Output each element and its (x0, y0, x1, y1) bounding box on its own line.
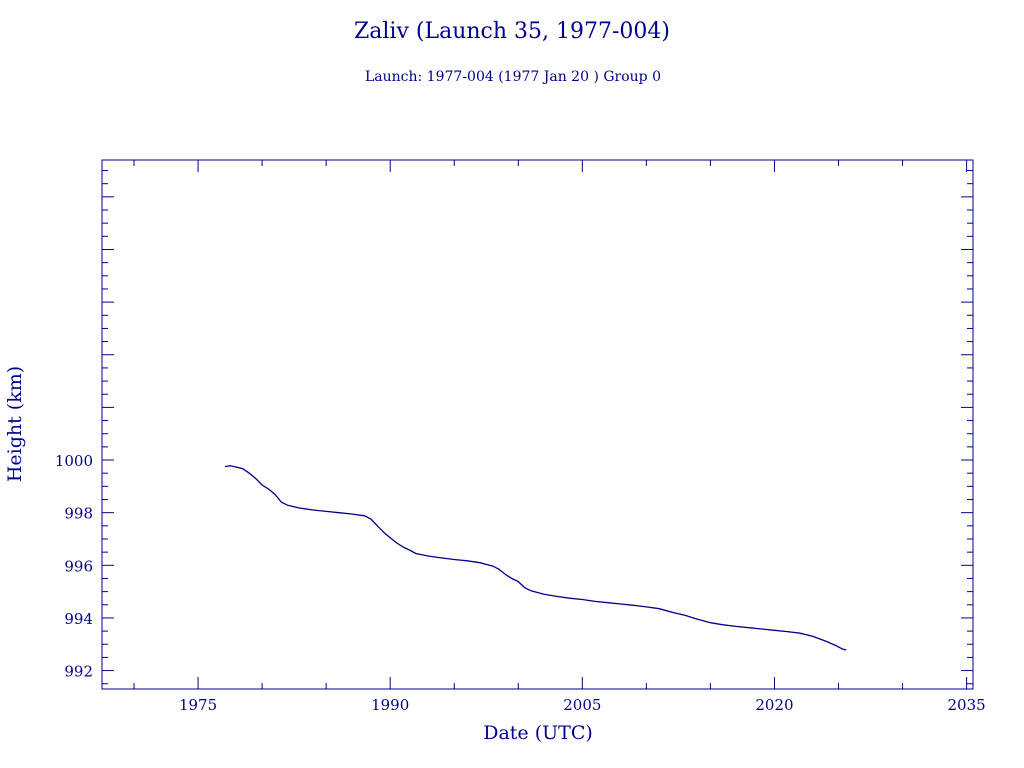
y-tick-label: 994 (64, 610, 93, 628)
y-axis-label: Height (km) (4, 366, 26, 482)
x-tick-label: 2005 (563, 696, 601, 714)
chart-title: Zaliv (Launch 35, 1977-004) (354, 19, 670, 44)
y-tick-label: 996 (64, 557, 93, 575)
x-tick-label: 2035 (948, 696, 986, 714)
height-series-line (224, 465, 847, 651)
tick-labels: 1975 1990 2005 2020 2035 992 994 996 998 1000 (55, 452, 986, 714)
data-series (224, 465, 847, 651)
axis-ticks (102, 160, 973, 689)
y-tick-label: 998 (64, 505, 93, 523)
x-tick-label: 2020 (755, 696, 793, 714)
plot-frame (101, 159, 974, 690)
x-axis-label: Date (UTC) (483, 722, 593, 744)
chart-subtitle: Launch: 1977-004 (1977 Jan 20 ) Group 0 (365, 69, 661, 85)
x-tick-label: 1990 (371, 696, 409, 714)
y-tick-label: 992 (64, 663, 93, 681)
y-tick-label: 1000 (55, 452, 93, 470)
x-tick-label: 1975 (179, 696, 217, 714)
